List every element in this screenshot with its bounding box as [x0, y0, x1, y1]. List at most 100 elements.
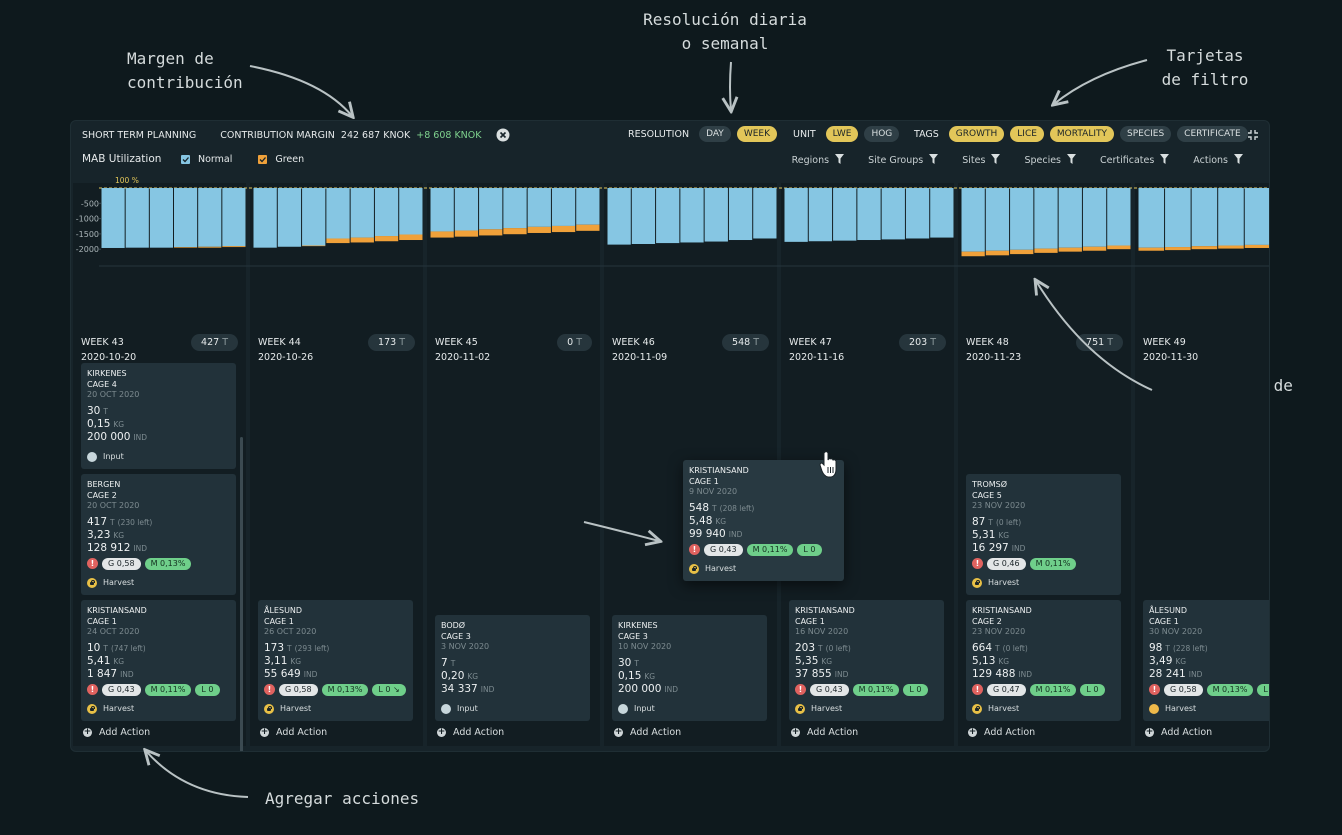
card-tag: M 0,13%	[321, 683, 369, 696]
metric-unit: IND	[133, 543, 148, 553]
filter-button[interactable]: Certificates	[1100, 154, 1170, 167]
metric-unit: T	[287, 643, 292, 653]
card-metric: 0,20 KG	[441, 670, 584, 683]
margin-label: CONTRIBUTION MARGIN	[220, 129, 335, 141]
action-card[interactable]: KIRKENES CAGE 4 20 OCT 2020 30 T 0,15 KG 200 00…	[81, 363, 236, 469]
annotation: Tarjetas de filtro	[1140, 44, 1270, 92]
add-action[interactable]: + Add Action	[791, 727, 858, 738]
add-action-label: Add Action	[276, 727, 328, 738]
action-card[interactable]: KIRKENES CAGE 3 10 NOV 2020 30 T 0,15 KG 200 00…	[612, 615, 767, 721]
add-action-label: Add Action	[630, 727, 682, 738]
annotation-line: Resolución diaria	[643, 10, 807, 29]
status-label: Harvest	[103, 703, 135, 713]
filter-button[interactable]: Site Groups	[868, 154, 939, 167]
add-action-label: Add Action	[984, 727, 1036, 738]
metric-unit: IND	[664, 684, 679, 694]
add-action[interactable]: + Add Action	[614, 727, 681, 738]
clear-button[interactable]	[496, 128, 510, 142]
action-card[interactable]: KRISTIANSAND CAGE 2 23 NOV 2020 664 T (0 left…	[966, 600, 1121, 721]
add-action[interactable]: + Add Action	[1145, 727, 1212, 738]
action-card[interactable]: TROMSØ CAGE 5 23 NOV 2020 87 T (0 left) 5,31 KG…	[966, 474, 1121, 595]
margin-delta: +8 608 KNOK	[416, 129, 482, 141]
metric-unit: IND	[480, 684, 495, 694]
metric-value: 87	[972, 515, 986, 528]
add-action[interactable]: + Add Action	[83, 727, 150, 738]
filter-button[interactable]: Species	[1024, 154, 1076, 167]
metric-value: 3,49	[1149, 654, 1173, 667]
add-action[interactable]: + Add Action	[260, 727, 327, 738]
status-icon	[972, 577, 982, 588]
toggle-pill[interactable]: LWE	[825, 126, 859, 142]
action-card[interactable]: BERGEN CAGE 2 20 OCT 2020 417 T (230 left) 3,2…	[81, 474, 236, 595]
warning-icon: !	[264, 684, 275, 695]
action-card[interactable]: KRISTIANSAND CAGE 1 16 NOV 2020 203 T (0 left…	[789, 600, 944, 721]
toggle-pill[interactable]: CERTIFICATE	[1177, 126, 1248, 142]
metric-unit: T	[634, 658, 639, 668]
status-label: Harvest	[705, 563, 737, 573]
metric-value: 5,35	[795, 654, 819, 667]
toggle-pill[interactable]: WEEK	[736, 126, 777, 142]
action-card[interactable]: ÅLESUND CAGE 1 26 OCT 2020 173 T (293 left) 3,…	[258, 600, 413, 721]
legend-item[interactable]: Normal	[181, 154, 232, 165]
toggle-pill[interactable]: HOG	[864, 126, 900, 142]
card-date: 3 NOV 2020	[441, 642, 490, 651]
card-tags: ! G 0,58 M 0,13%	[87, 557, 230, 570]
toggle-pill[interactable]: DAY	[699, 126, 731, 142]
filter-button[interactable]: Sites	[962, 154, 1001, 167]
card-tag: G 0,58	[1164, 683, 1203, 696]
card-stack: KRISTIANSAND CAGE 1 16 NOV 2020 203 T (0 left…	[789, 600, 944, 721]
metric-unit: T	[818, 643, 823, 653]
filter-button[interactable]: Actions	[1193, 154, 1243, 167]
metric-value: 30	[618, 656, 632, 669]
metric-value: 34 337	[441, 682, 478, 695]
legend-item[interactable]: Green	[258, 154, 304, 165]
card-tags: ! G 0,43 M 0,11% L 0	[689, 543, 838, 556]
status-icon	[87, 577, 97, 588]
card-site: TROMSØ	[972, 480, 1008, 489]
filter-icon	[835, 154, 845, 167]
card-site: ÅLESUND	[264, 606, 303, 615]
plus-icon: +	[437, 727, 446, 737]
card-date: 9 NOV 2020	[689, 487, 738, 496]
plus-icon: +	[614, 727, 623, 737]
week-total: 548 T	[722, 334, 769, 351]
card-site: ÅLESUND	[1149, 606, 1188, 615]
card-stack: KIRKENES CAGE 3 10 NOV 2020 30 T 0,15 KG 200 00…	[612, 615, 767, 721]
planning-panel: SHORT TERM PLANNING CONTRIBUTION MARGIN …	[70, 120, 1270, 752]
action-card[interactable]: ÅLESUND CAGE 1 30 NOV 2020 98 T (228 left) 3,4…	[1143, 600, 1269, 721]
metric-value: 0,20	[441, 669, 465, 682]
filters: Regions Site Groups Sites Species Certificat…	[792, 154, 1243, 167]
card-tag: L 0	[797, 543, 822, 556]
toggle-pill[interactable]: LICE	[1010, 126, 1044, 142]
add-action[interactable]: + Add Action	[437, 727, 504, 738]
card-date: 26 OCT 2020	[264, 627, 317, 636]
arrow	[1054, 59, 1148, 104]
action-card[interactable]: KRISTIANSAND CAGE 1 24 OCT 2020 10 T (747 lef…	[81, 600, 236, 721]
plus-icon: +	[260, 727, 269, 737]
toggle-pill[interactable]: GROWTH	[948, 126, 1005, 142]
arrow	[730, 61, 731, 110]
collapse-button[interactable]	[1247, 129, 1259, 141]
metric-unit: T	[995, 643, 1000, 653]
metric-value: 37 855	[795, 667, 832, 680]
add-action[interactable]: + Add Action	[968, 727, 1035, 738]
toggle-pill[interactable]: MORTALITY	[1049, 126, 1114, 142]
legend-checkbox	[181, 155, 190, 164]
status-icon	[618, 703, 628, 714]
card-status: Harvest	[87, 578, 230, 589]
filter-icon	[1234, 154, 1243, 167]
metric-value: 200 000	[618, 682, 662, 695]
metric-value: 0,15	[618, 669, 642, 682]
toggle-pill[interactable]: SPECIES	[1120, 126, 1172, 142]
card-tag: M 0,11%	[746, 543, 794, 556]
card-date: 10 NOV 2020	[618, 642, 672, 651]
filter-button[interactable]: Regions	[792, 154, 845, 167]
legend-label: Normal	[198, 154, 233, 165]
card-date: 23 NOV 2020	[972, 501, 1026, 510]
metric-unit: (0 left)	[825, 643, 851, 653]
total-unit: T	[222, 337, 228, 348]
status-icon	[1149, 703, 1159, 714]
filter-icon	[1160, 154, 1170, 167]
